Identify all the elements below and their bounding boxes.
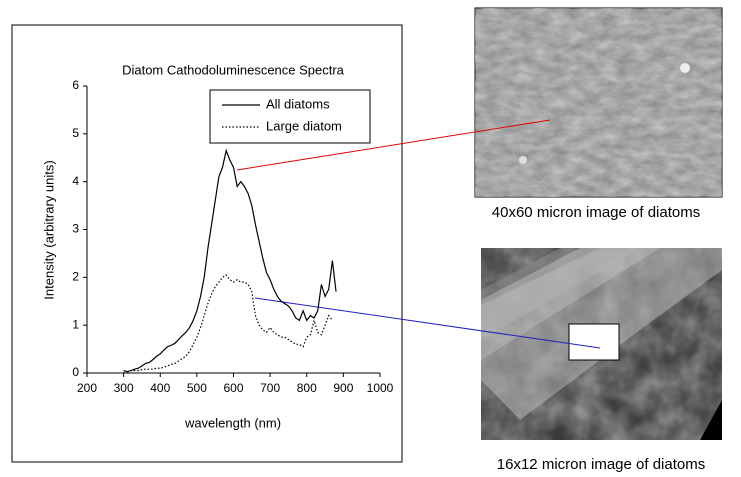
legend-label: All diatoms xyxy=(266,96,330,111)
y-tick-label: 6 xyxy=(72,78,79,92)
x-tick-label: 200 xyxy=(77,381,97,395)
y-axis-label: Intensity (arbitrary units) xyxy=(41,160,56,299)
pointer-line xyxy=(236,119,551,171)
y-tick-label: 5 xyxy=(72,126,79,140)
x-tick-label: 800 xyxy=(297,381,317,395)
sem-image-bottom xyxy=(481,248,722,440)
x-tick-label: 600 xyxy=(223,381,243,395)
image-caption: 40x60 micron image of diatoms xyxy=(492,204,700,221)
x-axis-label: wavelength (nm) xyxy=(184,415,281,430)
y-tick-label: 4 xyxy=(72,174,79,188)
series-line xyxy=(123,148,337,373)
x-tick-label: 500 xyxy=(187,381,207,395)
x-tick-label: 700 xyxy=(260,381,280,395)
series-line xyxy=(123,274,333,374)
legend-box xyxy=(209,89,371,144)
x-tick-label: 400 xyxy=(150,381,170,395)
x-tick-label: 300 xyxy=(114,381,134,395)
legend-label: Large diatom xyxy=(266,118,342,133)
pointer-line xyxy=(254,297,601,349)
x-tick-label: 1000 xyxy=(367,381,394,395)
sem-image-top xyxy=(474,7,723,198)
image-caption: 16x12 micron image of diatoms xyxy=(497,456,705,473)
x-tick-label: 900 xyxy=(333,381,353,395)
chart-title: Diatom Cathodoluminescence Spectra xyxy=(122,62,345,77)
y-tick-label: 2 xyxy=(72,270,79,284)
y-tick-label: 3 xyxy=(72,222,79,236)
y-tick-label: 0 xyxy=(72,365,79,379)
y-tick-label: 1 xyxy=(72,317,79,331)
